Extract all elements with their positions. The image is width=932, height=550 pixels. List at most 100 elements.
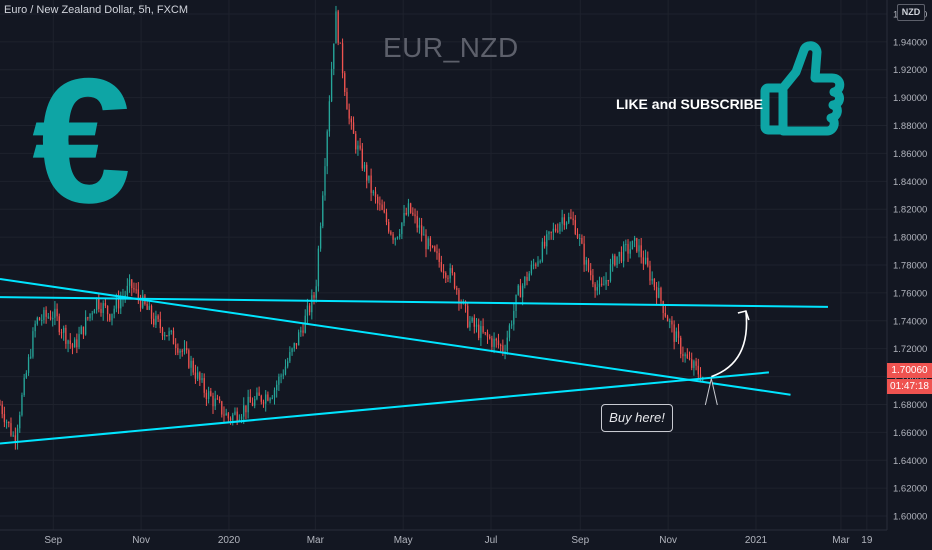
candle-body [475, 324, 478, 327]
candle-body [671, 320, 673, 325]
candle-body [133, 288, 135, 290]
resistance-line[interactable] [0, 296, 828, 308]
price-tick-label: 1.94000 [893, 37, 927, 48]
candle-body [587, 260, 590, 271]
candle-body [69, 340, 71, 344]
candle-body [434, 246, 436, 252]
price-tick-label: 1.86000 [893, 149, 927, 160]
time-tick-label: 19 [861, 535, 873, 546]
candle-body [541, 241, 544, 262]
euro-sign-icon: € [32, 41, 131, 240]
falling-trendline[interactable] [0, 277, 791, 396]
candle-body [403, 212, 405, 223]
candle-body [287, 361, 289, 367]
candle-body [552, 228, 555, 233]
price-tick-label: 1.76000 [893, 288, 927, 299]
candle-body [225, 413, 227, 416]
candle-body [267, 394, 269, 401]
candle-body [559, 223, 561, 232]
candle-body [65, 327, 67, 344]
candle-body [326, 131, 328, 167]
candle-body [106, 305, 109, 315]
candle-body [368, 175, 370, 181]
bar-countdown-label: 01:47:18 [887, 379, 932, 394]
candle-body [649, 265, 651, 281]
candle-body [260, 395, 262, 402]
candle-body [120, 299, 122, 309]
candle-body [87, 317, 89, 319]
candle-body [322, 195, 324, 227]
price-axis[interactable]: 1.600001.620001.640001.660001.680001.700… [893, 9, 927, 522]
candle-body [563, 217, 566, 226]
candle-body [451, 268, 454, 274]
candle-body [100, 308, 102, 313]
candle-body [574, 220, 576, 234]
price-tick-label: 1.78000 [893, 261, 927, 272]
candle-body [76, 339, 78, 348]
candle-body [293, 343, 295, 349]
candle-body [131, 279, 133, 289]
candle-body [113, 308, 115, 314]
symbol-info: Euro / New Zealand Dollar, 5h, FXCM [4, 4, 189, 16]
candle-body [535, 264, 537, 266]
candle-body [126, 285, 129, 295]
candle-body [52, 317, 54, 320]
candle-body [91, 313, 93, 315]
candle-body [579, 238, 581, 240]
projection-arrow [711, 310, 748, 378]
candle-body [660, 287, 662, 302]
candle-body [394, 238, 396, 240]
candle-body [159, 319, 161, 329]
candle-body [276, 384, 278, 391]
time-axis[interactable]: Sep Nov 2020 Mar May Jul Sep Nov 2021 Mar 19 [44, 535, 872, 546]
price-tick-label: 1.82000 [893, 205, 927, 216]
candle-body [54, 308, 56, 318]
candle-body [210, 391, 212, 396]
candle-body [680, 337, 682, 354]
rising-trendline[interactable] [0, 371, 770, 445]
candle-body [291, 348, 293, 353]
candle-body [262, 401, 265, 404]
candle-body [194, 372, 197, 379]
candle-body [383, 209, 385, 213]
candle-body [416, 216, 418, 228]
candle-body [491, 338, 493, 347]
candle-body [153, 318, 155, 325]
candle-body [361, 148, 363, 169]
like-subscribe-text: LIKE and SUBSCRIBE [616, 96, 764, 112]
candle-body [311, 295, 313, 313]
candle-body [557, 230, 559, 232]
candle-body [517, 285, 519, 295]
candle-body [229, 418, 232, 421]
candle-body [3, 414, 6, 423]
candle-body [546, 234, 548, 247]
candle-body [280, 375, 282, 377]
buy-here-callout: Buy here! [601, 404, 673, 432]
currency-button[interactable]: NZD [897, 4, 925, 21]
candle-body [655, 286, 658, 298]
candle-body [605, 279, 607, 285]
candle-body [447, 277, 449, 279]
candle-body [418, 225, 421, 228]
candle-body [697, 365, 699, 375]
candle-body [25, 372, 28, 378]
candle-body [254, 399, 256, 406]
candle-body [590, 270, 592, 276]
candle-body [67, 340, 69, 344]
candle-body [339, 42, 342, 44]
candle-body [561, 217, 563, 224]
candle-body [302, 330, 304, 333]
candle-body [282, 374, 284, 376]
candle-body [532, 264, 535, 266]
candle-body [554, 228, 557, 231]
candle-body [502, 345, 504, 352]
candle-body [627, 244, 629, 254]
candle-body [513, 310, 515, 325]
candle-body [71, 343, 74, 348]
candle-body [398, 233, 401, 237]
candle-body [117, 298, 120, 309]
candle-body [664, 312, 667, 317]
candle-body [388, 221, 390, 232]
candle-body [640, 245, 642, 258]
